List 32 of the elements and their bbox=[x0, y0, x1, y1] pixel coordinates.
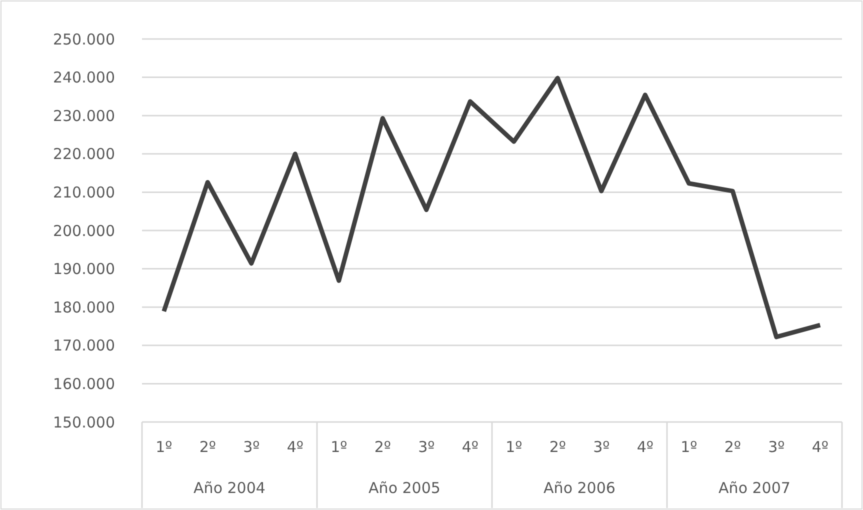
x-tick-label: 2º bbox=[199, 438, 216, 456]
y-tick-label: 220.000 bbox=[52, 145, 115, 164]
y-tick-label: 240.000 bbox=[52, 68, 115, 87]
x-tick-label: 1º bbox=[156, 438, 172, 456]
x-tick-label: 3º bbox=[243, 438, 260, 456]
text: Año 2004 bbox=[194, 479, 266, 497]
text: Año 2005 bbox=[368, 479, 440, 497]
x-tick-label: 3º bbox=[593, 438, 610, 456]
y-tick-label: 250.000 bbox=[52, 30, 115, 48]
text: Año 2007 bbox=[718, 479, 790, 497]
x-tick-label: 3º bbox=[418, 438, 435, 456]
x-tick-label: 1º bbox=[680, 438, 698, 456]
y-tick-label: 150.000 bbox=[52, 413, 115, 432]
x-tick-label: 4º bbox=[462, 438, 478, 456]
y-tick-label: 170.000 bbox=[52, 336, 115, 355]
x-tick-label: 2º bbox=[724, 438, 741, 456]
y-tick-label: 190.000 bbox=[52, 260, 115, 278]
x-tick-label: 4º bbox=[636, 438, 654, 456]
y-tick-label: 210.000 bbox=[52, 183, 115, 202]
x-tick-label: 4º bbox=[286, 438, 304, 456]
y-tick-label: 200.000 bbox=[52, 222, 115, 240]
x-tick-label: 4º bbox=[812, 438, 828, 456]
line-series bbox=[162, 76, 822, 340]
x-tick-label: 2º bbox=[374, 438, 391, 456]
x-tick-label: 1º bbox=[330, 438, 348, 456]
x-tick-label: 3º bbox=[768, 438, 785, 456]
x-tick-label: 2º bbox=[549, 438, 566, 456]
y-tick-label: 180.000 bbox=[52, 298, 115, 316]
y-tick-label: 160.000 bbox=[52, 374, 115, 393]
y-tick-label: 230.000 bbox=[52, 106, 115, 125]
x-tick-label: 1º bbox=[506, 438, 522, 456]
text: Año 2006 bbox=[544, 479, 616, 497]
